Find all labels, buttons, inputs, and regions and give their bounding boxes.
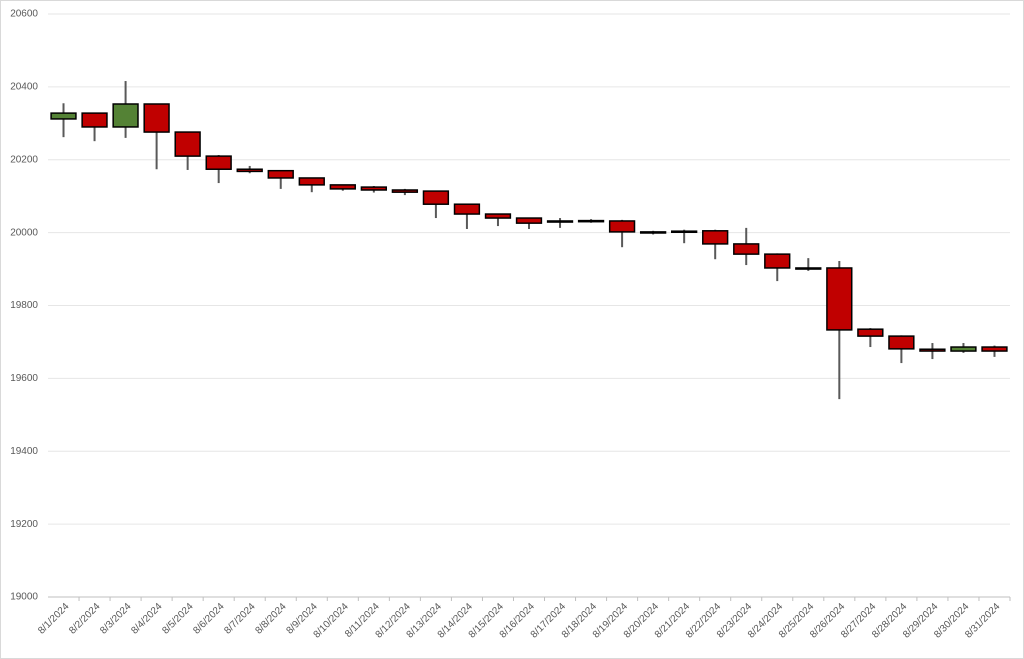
candle-body — [50, 112, 77, 120]
candle-body — [608, 220, 636, 233]
candle-body — [546, 220, 574, 223]
candle-body — [826, 267, 853, 331]
candle-body — [143, 103, 170, 133]
candle-body — [577, 219, 605, 223]
candle-body — [453, 203, 481, 215]
y-tick-label: 19800 — [10, 300, 38, 311]
candle-body — [733, 243, 760, 255]
candle-body — [639, 231, 667, 234]
y-tick-label: 19200 — [10, 519, 38, 530]
candle-body — [236, 168, 263, 173]
candle-body — [112, 103, 139, 128]
candle-body — [670, 230, 698, 234]
candle-body — [174, 131, 201, 157]
candle-body — [857, 328, 884, 337]
candle-body — [267, 169, 294, 179]
y-tick-label: 19400 — [10, 446, 38, 457]
candle-body — [298, 177, 325, 186]
candle-body — [484, 213, 512, 219]
candle-body — [329, 184, 356, 190]
y-tick-label: 20000 — [10, 227, 38, 238]
candle-body — [795, 267, 822, 270]
candle-body — [764, 253, 791, 269]
candle-body — [360, 186, 388, 191]
y-tick-label: 19000 — [10, 592, 38, 603]
candle-body — [950, 346, 977, 352]
candle-body — [422, 190, 450, 205]
y-tick-label: 20200 — [10, 154, 38, 165]
y-tick-label: 20400 — [10, 82, 38, 93]
y-tick-label: 19600 — [10, 373, 38, 384]
candle-body — [981, 346, 1008, 352]
candle-body — [81, 112, 108, 128]
candle-body — [391, 189, 419, 193]
candle-body — [702, 230, 729, 245]
candle-body — [919, 348, 946, 352]
candle-body — [888, 335, 915, 350]
candle-body — [515, 217, 543, 224]
candle-body — [205, 155, 232, 170]
y-tick-label: 20600 — [10, 9, 38, 20]
